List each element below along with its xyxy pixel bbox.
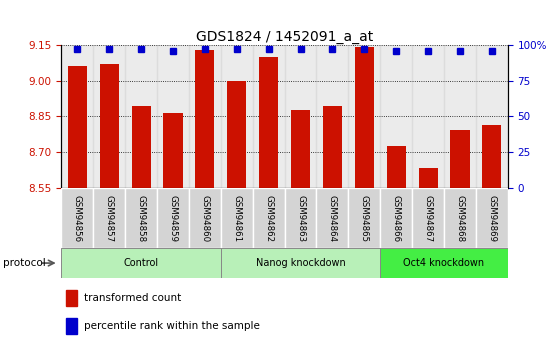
Bar — [61, 45, 93, 188]
Text: GSM94862: GSM94862 — [264, 195, 273, 243]
Bar — [412, 45, 444, 188]
Text: GSM94868: GSM94868 — [455, 195, 464, 243]
FancyBboxPatch shape — [444, 188, 476, 248]
Bar — [285, 45, 316, 188]
FancyBboxPatch shape — [221, 188, 253, 248]
Bar — [476, 45, 508, 188]
Bar — [482, 125, 502, 188]
Text: GSM94866: GSM94866 — [392, 195, 401, 243]
FancyBboxPatch shape — [380, 188, 412, 248]
FancyBboxPatch shape — [412, 188, 444, 248]
Text: GSM94856: GSM94856 — [73, 195, 82, 243]
Text: protocol: protocol — [3, 258, 46, 268]
Bar — [444, 45, 476, 188]
Bar — [93, 45, 125, 188]
Bar — [125, 45, 157, 188]
Bar — [66, 318, 77, 334]
Bar — [418, 168, 437, 188]
Bar — [253, 45, 285, 188]
Text: Oct4 knockdown: Oct4 knockdown — [403, 258, 484, 268]
Bar — [291, 110, 310, 188]
FancyBboxPatch shape — [253, 188, 285, 248]
FancyBboxPatch shape — [476, 188, 508, 248]
Bar — [157, 45, 189, 188]
Text: GSM94869: GSM94869 — [487, 195, 496, 242]
Text: GSM94863: GSM94863 — [296, 195, 305, 243]
Bar — [66, 290, 77, 306]
Text: GSM94864: GSM94864 — [328, 195, 337, 243]
Bar — [355, 47, 374, 188]
Text: GSM94860: GSM94860 — [200, 195, 209, 243]
Bar — [323, 106, 342, 188]
Bar — [195, 50, 214, 188]
Bar — [316, 45, 348, 188]
Text: Control: Control — [123, 258, 158, 268]
FancyBboxPatch shape — [93, 188, 125, 248]
Bar — [259, 57, 278, 188]
Bar — [163, 113, 182, 188]
Bar — [221, 45, 253, 188]
Bar — [68, 66, 87, 188]
FancyBboxPatch shape — [380, 248, 508, 278]
FancyBboxPatch shape — [61, 248, 221, 278]
Bar — [227, 81, 246, 188]
Bar — [348, 45, 380, 188]
FancyBboxPatch shape — [125, 188, 157, 248]
Text: percentile rank within the sample: percentile rank within the sample — [84, 321, 259, 331]
Bar — [450, 130, 469, 188]
Text: transformed count: transformed count — [84, 293, 181, 303]
FancyBboxPatch shape — [189, 188, 221, 248]
Text: GSM94857: GSM94857 — [105, 195, 114, 243]
Bar — [132, 106, 151, 188]
Text: GSM94865: GSM94865 — [360, 195, 369, 243]
Title: GDS1824 / 1452091_a_at: GDS1824 / 1452091_a_at — [196, 30, 373, 44]
FancyBboxPatch shape — [348, 188, 380, 248]
Text: GSM94858: GSM94858 — [137, 195, 146, 243]
FancyBboxPatch shape — [316, 188, 348, 248]
Text: GSM94859: GSM94859 — [169, 195, 177, 242]
Bar — [189, 45, 221, 188]
FancyBboxPatch shape — [157, 188, 189, 248]
FancyBboxPatch shape — [221, 248, 380, 278]
Bar — [380, 45, 412, 188]
Bar — [387, 146, 406, 188]
Text: GSM94861: GSM94861 — [232, 195, 241, 243]
Bar — [100, 64, 119, 188]
FancyBboxPatch shape — [61, 188, 93, 248]
Text: Nanog knockdown: Nanog knockdown — [256, 258, 345, 268]
Text: GSM94867: GSM94867 — [424, 195, 432, 243]
FancyBboxPatch shape — [285, 188, 316, 248]
